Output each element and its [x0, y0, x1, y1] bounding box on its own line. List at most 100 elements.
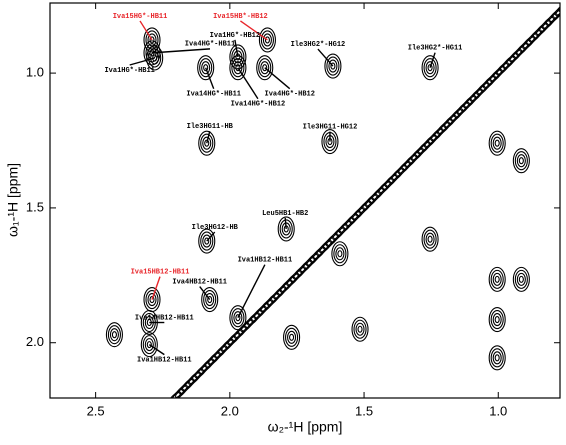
leader-line	[284, 217, 287, 230]
peak	[105, 322, 123, 348]
y-tick-label: 1.5	[26, 199, 44, 214]
y-tick-label: 1.0	[26, 65, 44, 80]
leader-line	[151, 276, 161, 300]
annotated-peak	[229, 305, 247, 331]
contour-ring	[335, 247, 345, 261]
contour-ring	[287, 330, 297, 344]
diagonal-contour	[211, 342, 230, 362]
peak-label: Ile3HG2*-HG12	[291, 41, 346, 49]
diagonal-contour	[480, 72, 499, 92]
diagonal-contour	[447, 105, 466, 125]
contour-ring	[204, 139, 210, 147]
peak	[421, 226, 439, 252]
diagonal-contour	[244, 309, 263, 329]
contour-ring	[492, 351, 502, 365]
diagonal-contour	[204, 349, 224, 368]
contour-ring	[205, 293, 215, 307]
diagonal-contour	[427, 125, 447, 144]
plot-area	[105, 3, 560, 398]
contour-ring	[147, 293, 157, 307]
peak-label: Iva14HG*-HB12	[231, 101, 286, 109]
diagonal-contour	[408, 145, 427, 164]
diagonal-contour	[493, 59, 512, 79]
leader-line	[237, 264, 266, 318]
diagonal-contour	[555, 3, 560, 16]
peak	[512, 148, 530, 174]
diagonal-contour	[276, 276, 296, 296]
contour-ring	[200, 231, 214, 251]
contour-ring	[147, 33, 157, 47]
peak	[351, 316, 369, 342]
contour-ring	[262, 33, 272, 47]
contour-ring	[331, 241, 349, 267]
contour-ring	[202, 234, 212, 248]
annotated-peak	[421, 55, 439, 81]
contour-ring	[512, 148, 530, 174]
contour-ring	[490, 309, 504, 330]
leader-line	[129, 57, 155, 66]
contour-ring	[149, 36, 155, 44]
contour-ring	[512, 266, 530, 292]
diagonal-contour	[401, 151, 421, 171]
y-tick-label: 2.0	[26, 334, 44, 349]
contour-ring	[490, 348, 504, 368]
contour-ring	[427, 235, 433, 243]
annotated-peak	[324, 53, 342, 79]
peak-label: Leu5HB1-HB2	[262, 210, 308, 218]
annotated-peak	[198, 130, 216, 156]
annotated-peak	[146, 45, 164, 71]
diagonal-contour	[552, 3, 560, 19]
diagonal-contour	[473, 79, 493, 98]
peak-label: Iva15HB12-HB11	[131, 268, 190, 276]
diagonal-contour	[394, 158, 414, 177]
contour-ring	[197, 55, 215, 81]
diagonal-contour	[532, 20, 552, 39]
contour-ring	[111, 331, 117, 339]
contour-ring	[494, 139, 500, 147]
diagonal-contour	[362, 191, 381, 210]
contour-ring	[357, 325, 363, 333]
peak-label: Iva4HG*-HB12	[265, 91, 315, 99]
contour-ring	[324, 53, 342, 79]
leader-line	[237, 67, 259, 100]
contour-ring	[145, 30, 159, 50]
contour-ring	[200, 133, 214, 153]
peak-label: Ile3HG11-HG12	[303, 123, 358, 131]
annotated-peak	[198, 228, 216, 254]
leader-line	[151, 48, 211, 54]
diagonal-contour	[342, 211, 362, 230]
contour-ring	[203, 290, 217, 310]
diagonal-contour	[257, 296, 276, 316]
contour-ring	[198, 228, 216, 254]
leader-line	[240, 20, 268, 41]
contour-ring	[494, 275, 500, 283]
peak-label: Iva1HG*-HB12	[210, 32, 260, 40]
contour-ring	[355, 322, 365, 336]
diagonal-contour	[322, 230, 342, 250]
contour-ring	[427, 64, 433, 72]
contour-ring	[425, 232, 435, 246]
contour-ring	[201, 61, 211, 75]
diagonal-contour	[526, 26, 545, 46]
contour-ring	[231, 58, 245, 78]
contour-ring	[107, 325, 121, 345]
diagonal-contour	[218, 336, 237, 355]
contour-ring	[142, 335, 156, 355]
contour-ring	[231, 308, 245, 328]
contour-ring	[351, 316, 369, 342]
contour-ring	[264, 36, 270, 44]
leader-line	[205, 67, 215, 89]
contour-ring	[207, 296, 213, 304]
peak-label: Ile3HG2*-HG11	[408, 45, 463, 53]
contour-ring	[326, 56, 340, 76]
contour-ring	[337, 250, 343, 258]
diagonal-contour	[165, 388, 185, 398]
x-tick-label: 1.5	[355, 403, 373, 418]
leader-line	[206, 131, 211, 144]
y-axis-label: ω₁-¹H [ppm]	[5, 163, 21, 237]
contour-ring	[258, 27, 276, 53]
leader-line	[264, 67, 291, 90]
contour-ring	[231, 47, 245, 67]
diagonal-contour	[381, 171, 401, 190]
leader-line	[234, 39, 239, 58]
